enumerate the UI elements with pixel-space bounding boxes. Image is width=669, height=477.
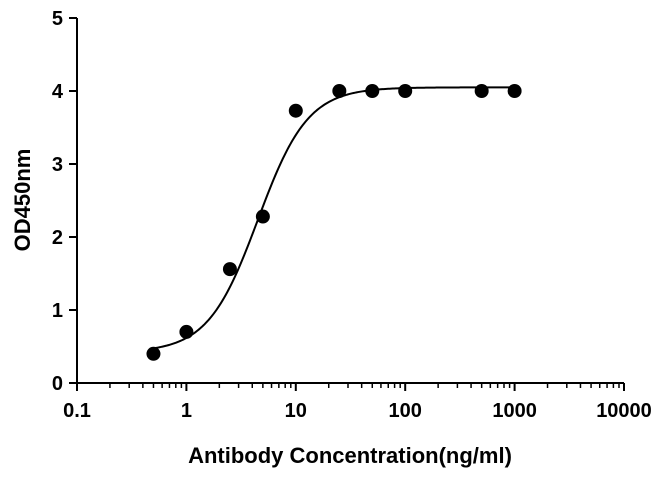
y-tick-label: 2: [52, 227, 63, 249]
y-ticks: 0 1 2 3 4 5: [52, 8, 77, 395]
x-axis-title: Antibody Concentration(ng/ml): [188, 443, 512, 468]
data-point: [255, 209, 270, 224]
x-tick-label: 10: [285, 400, 307, 422]
y-tick-label: 1: [52, 300, 63, 322]
y-tick-label: 5: [52, 8, 63, 30]
axes: [76, 18, 624, 384]
data-point: [146, 346, 161, 361]
x-tick-label: 0.1: [63, 400, 91, 422]
data-point: [474, 84, 489, 98]
data-point: [179, 324, 194, 339]
data-point: [222, 262, 237, 277]
y-tick-label: 3: [52, 154, 63, 176]
x-tick-label: 100: [389, 400, 422, 422]
x-ticks: 0.1 1 10 100 1000 10000: [63, 383, 652, 422]
data-point: [507, 84, 522, 98]
y-tick-label: 0: [52, 373, 63, 395]
x-tick-label: 10000: [596, 400, 652, 422]
data-point: [398, 84, 413, 98]
x-tick-label: 1000: [492, 400, 537, 422]
y-tick-label: 4: [52, 81, 64, 103]
data-points: [146, 84, 522, 361]
fit-curve: [153, 86, 515, 350]
data-point: [365, 84, 380, 98]
y-axis-title: OD450nm: [10, 149, 35, 252]
x-tick-label: 1: [181, 400, 192, 422]
data-point: [332, 84, 347, 98]
data-point: [288, 103, 303, 118]
